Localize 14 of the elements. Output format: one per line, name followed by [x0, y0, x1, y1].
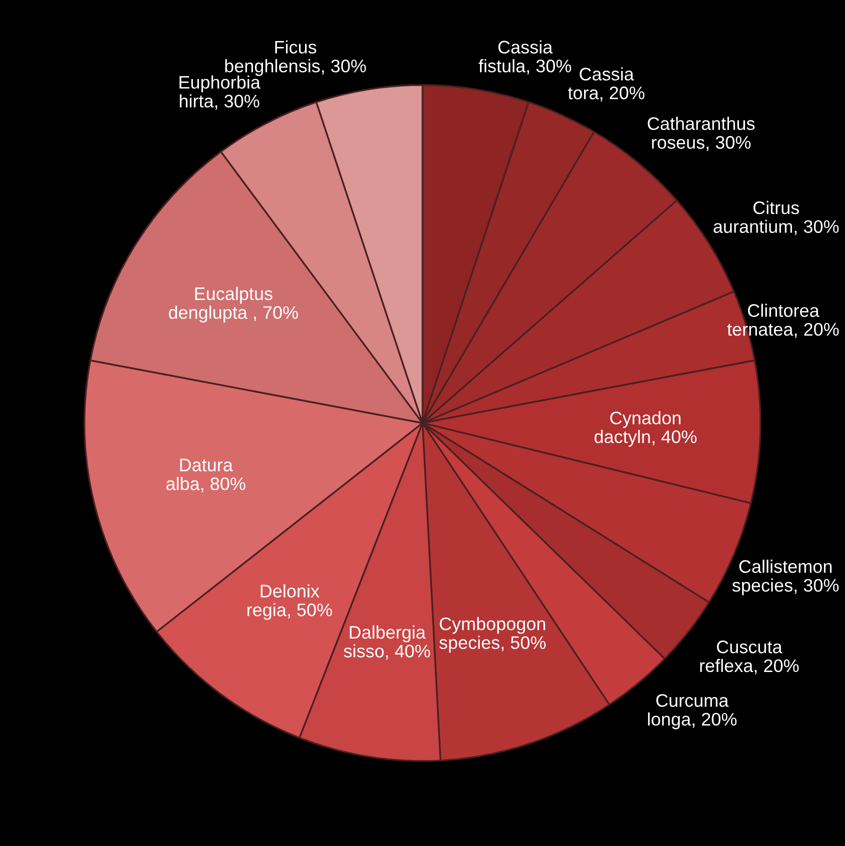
slice-label: Cassia fistula, 30%: [478, 40, 572, 75]
slice-label: Cuscuta reflexa, 20%: [700, 640, 799, 674]
slice-label: Eucalptus denglupta , 70%: [168, 286, 298, 322]
slice-label: Euphorbia hirta, 30%: [180, 75, 260, 110]
slice-label: Cynadon dactyln, 40%: [594, 411, 697, 447]
slice-label: Ficus benghlensis, 30%: [225, 40, 366, 76]
slice-label: Delonix regia, 50%: [248, 584, 332, 620]
slice-label: Dalbergia sisso, 40%: [344, 625, 430, 660]
slice-label: Curcuma longa, 20%: [648, 694, 737, 730]
slice-label: Datura alba, 80%: [166, 458, 246, 492]
slice-label: Citrus aurantium, 30%: [714, 200, 839, 236]
slice-label: Catharanthus roseus, 30%: [648, 116, 755, 151]
slice-label: Cymbopogon species, 50%: [439, 616, 546, 653]
slice-label: Callistemon species, 30%: [732, 560, 839, 596]
